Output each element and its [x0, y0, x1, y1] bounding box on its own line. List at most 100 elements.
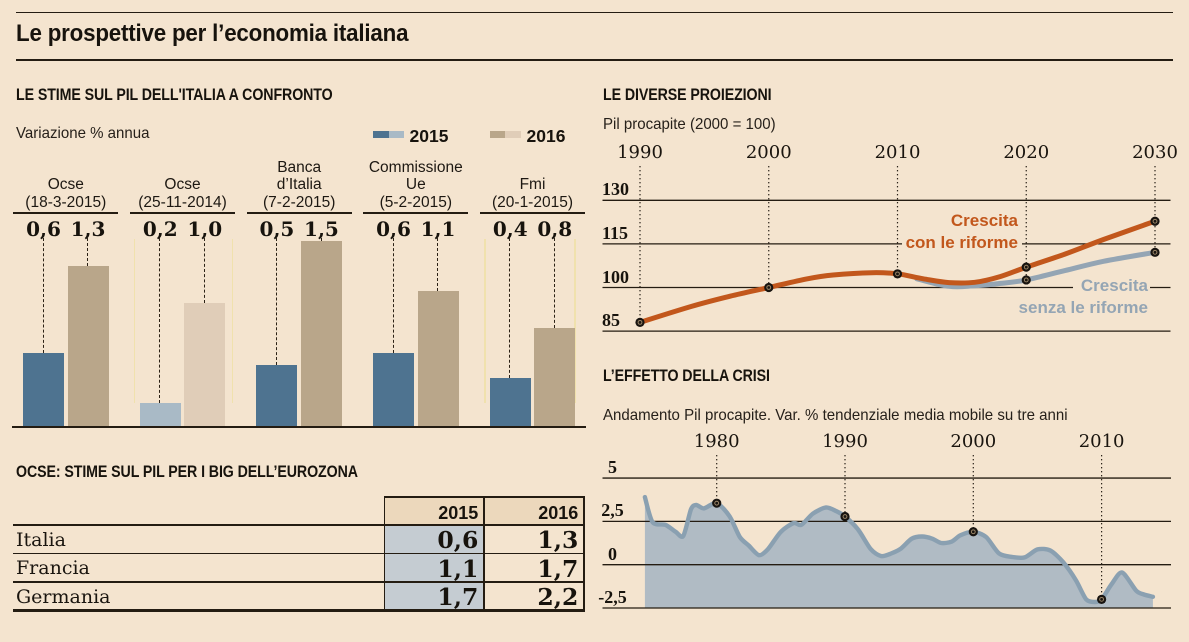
highlight-line: [574, 238, 576, 403]
proj-dot: [896, 272, 899, 276]
table-row-label: Italia: [16, 528, 66, 551]
crisis-title: L’EFFETTO DELLA CRISI: [603, 367, 770, 385]
bar-2015: [256, 365, 298, 428]
bar-2015: [23, 352, 65, 428]
crisis-x-label: 1990: [822, 431, 868, 452]
table-row-label: Germania: [16, 585, 111, 608]
bar-guide-dash: [276, 238, 278, 366]
bar-guide-dash: [320, 238, 322, 242]
legend-swatch-2016-b: [505, 131, 521, 138]
bar-value-label: 0,2: [142, 217, 178, 241]
bar-guide-dash: [203, 238, 205, 304]
proj-curve-0: [637, 218, 1158, 325]
bar-2015: [139, 402, 181, 428]
bar-2016: [300, 241, 342, 428]
highlight-line: [133, 238, 136, 403]
crisis-x-label: 2000: [950, 431, 997, 452]
legend-label: 2015: [409, 125, 449, 146]
bar-2015: [489, 377, 531, 428]
bar-value-label: 1,1: [420, 217, 456, 241]
crisis-dot: [715, 501, 719, 505]
bar-2016: [417, 290, 459, 428]
bar-guide-dash: [437, 238, 439, 291]
proj-x-label: 2020: [1003, 142, 1050, 163]
bar-chart-title: LE STIME SUL PIL DELL'ITALIA A CONFRONTO: [16, 86, 333, 104]
proj-dot: [638, 320, 642, 324]
bar-value-label: 1,3: [70, 217, 106, 241]
bar-value-label: 0,4: [492, 217, 528, 241]
table-cell-value: 0,6: [437, 526, 479, 555]
bar-2015: [373, 352, 415, 428]
bar-guide-dash: [509, 238, 511, 378]
bar-chart-subtitle: Variazione % annua: [16, 125, 150, 142]
proj-dot: [1024, 278, 1028, 282]
crisis-area-fill: [644, 497, 1153, 608]
table-cell-value: 1,7: [437, 583, 479, 612]
table-col-2015-bg: [384, 524, 484, 610]
bar-guide-dash: [42, 238, 44, 353]
highlight-line: [484, 238, 486, 403]
bar-group-underline: [480, 212, 585, 214]
bar-group-label: Commissione Ue (5-2-2015): [368, 158, 463, 211]
bar-axis-line: [12, 426, 586, 429]
table-cell-value: 1,7: [537, 554, 579, 583]
projections-subtitle: Pil procapite (2000 = 100): [603, 116, 776, 133]
crisis-x-label: 2010: [1078, 431, 1125, 452]
table-cell-value: 1,3: [537, 526, 579, 555]
bar-guide-dash: [553, 238, 555, 329]
bar-value-label: 0,8: [537, 217, 573, 241]
bar-group-label: Ocse (25-11-2014): [138, 176, 227, 211]
crisis-y-label: 5: [608, 457, 617, 478]
proj-dot: [1153, 219, 1157, 223]
crisis-y-label: 2,5: [601, 500, 624, 521]
highlight-line: [231, 238, 234, 403]
table-row-label: Francia: [16, 557, 90, 580]
table-cell-value: 2,2: [537, 583, 579, 612]
bar-value-label: 0,6: [26, 217, 61, 241]
legend-swatch-2016-a: [489, 131, 505, 138]
table-column-line: [483, 496, 485, 612]
legend-swatch-2015-b: [388, 131, 404, 138]
crisis-y-label: -2,5: [598, 587, 627, 608]
proj-y-label: 115: [602, 222, 629, 243]
table-column-line: [583, 496, 585, 612]
table-row-line: [13, 524, 585, 526]
bar-guide-dash: [159, 238, 161, 403]
crisis-subtitle: Andamento Pil procapite. Var. % tendenzi…: [603, 407, 1068, 424]
proj-y-label: 85: [602, 310, 620, 331]
table-title: OCSE: STIME SUL PIL PER I BIG DELL’EUROZ…: [16, 463, 358, 481]
table-cell-value: 1,1: [437, 554, 479, 583]
proj-y-label: 100: [602, 266, 629, 287]
crisis-dot: [843, 515, 847, 518]
table-bottom-line: [13, 609, 585, 612]
legend-label: 2016: [526, 125, 566, 146]
bar-group-underline: [130, 212, 235, 214]
bar-group-label: Ocse (18-3-2015): [25, 176, 107, 211]
title-rule: [16, 58, 1173, 61]
bar-2016: [534, 328, 576, 428]
crisis-x-label: 1980: [693, 431, 740, 452]
bar-guide-dash: [87, 238, 89, 267]
table-column-header: 2015: [438, 503, 479, 523]
bar-group-underline: [363, 212, 469, 214]
bar-guide-dash: [392, 238, 394, 353]
proj-dot: [767, 286, 771, 289]
proj-series-label: Crescita con le riforme: [905, 211, 1018, 252]
proj-curve-1: [914, 249, 1158, 290]
bar-value-label: 1,0: [187, 217, 223, 241]
page-title: Le prospettive per l’economia italiana: [16, 19, 409, 47]
bar-group-underline: [246, 212, 352, 214]
bar-value-label: 0,6: [376, 217, 411, 241]
crisis-dot: [1100, 597, 1103, 601]
table-row-line: [13, 581, 585, 583]
proj-x-label: 2010: [874, 142, 921, 163]
bar-value-label: 1,5: [304, 217, 339, 241]
proj-x-label: 1990: [617, 142, 663, 163]
crisis-dot: [971, 530, 975, 534]
bar-value-label: 0,5: [259, 217, 295, 241]
table-row-line: [13, 552, 585, 554]
proj-x-label: 2030: [1132, 142, 1178, 163]
proj-x-label: 2000: [745, 142, 792, 163]
legend-swatch-2015-a: [373, 131, 389, 138]
